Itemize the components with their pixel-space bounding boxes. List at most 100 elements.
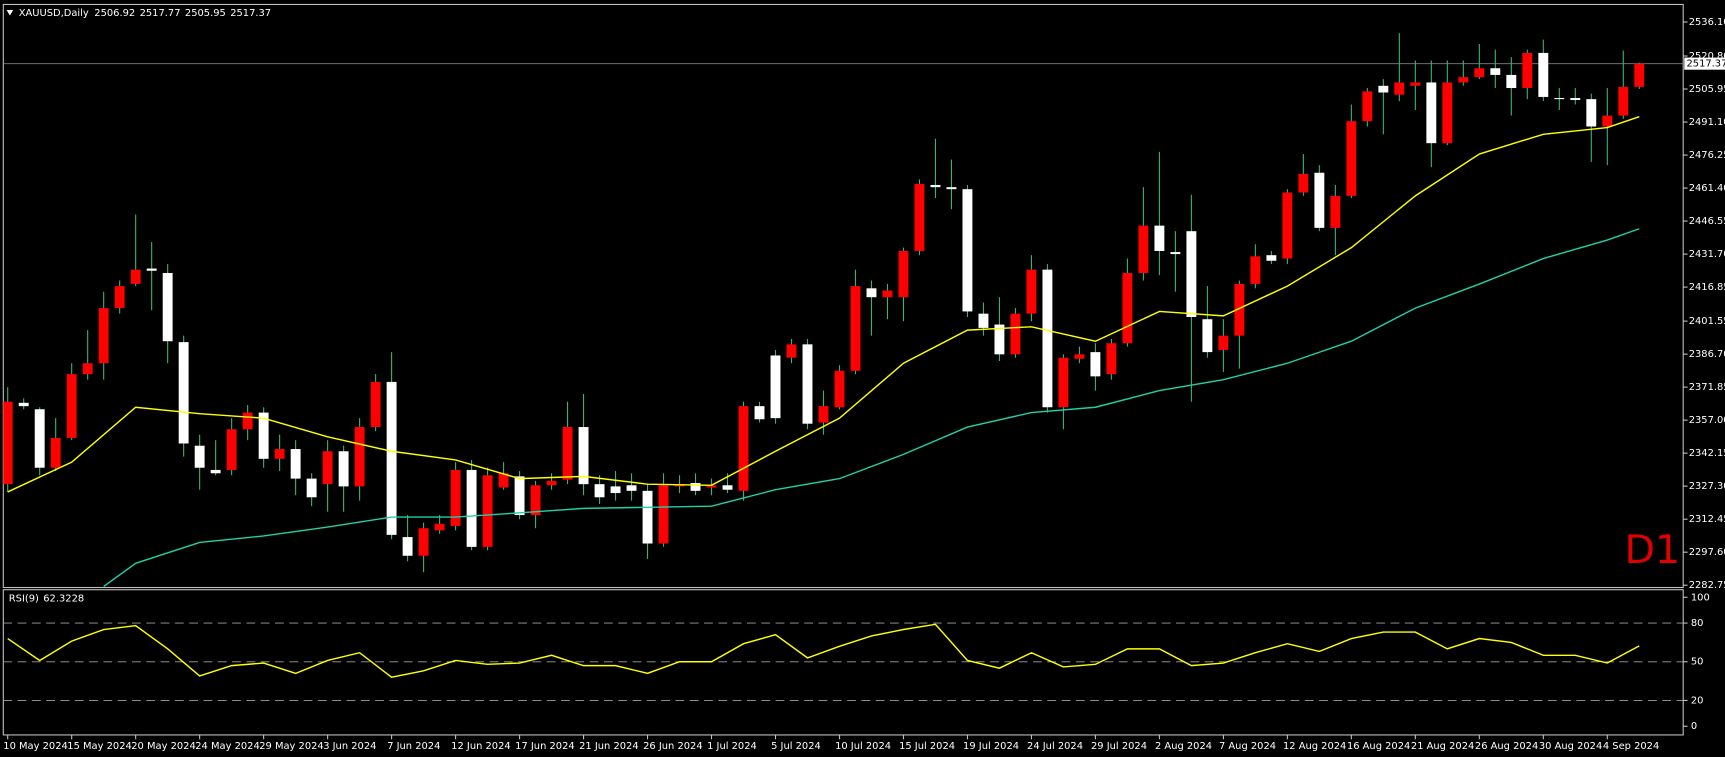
candle-body — [418, 528, 429, 556]
x-tick-label: 3 Jun 2024 — [323, 741, 376, 752]
candle-body — [306, 478, 317, 498]
candle-body — [818, 406, 829, 423]
candle-body — [450, 469, 461, 526]
x-tick-label: 15 Jul 2024 — [899, 741, 955, 752]
candle-body — [1138, 225, 1149, 273]
candle-body — [722, 485, 733, 490]
candle-body — [770, 355, 781, 419]
candle-body — [530, 485, 541, 516]
candle-body — [914, 183, 925, 251]
candle-body — [1298, 173, 1309, 193]
candle-body — [1314, 172, 1325, 228]
candle-body — [1170, 252, 1181, 255]
candle-body — [130, 269, 141, 284]
y-tick-label: 2327.30 — [1689, 481, 1725, 492]
candle-body — [1410, 82, 1421, 86]
candle-body — [754, 406, 765, 420]
x-tick-label: 10 May 2024 — [3, 741, 68, 752]
timeframe-label: D1 — [1625, 527, 1681, 573]
candle-body — [642, 490, 653, 544]
y-tick-label: 2297.60 — [1689, 547, 1725, 558]
candle-body — [610, 486, 621, 494]
y-tick-label: 50 — [1691, 657, 1704, 668]
x-tick-label: 21 Jun 2024 — [579, 741, 639, 752]
candle-body — [1186, 231, 1197, 317]
candle-body — [290, 449, 301, 479]
candle-body — [354, 427, 365, 487]
candle-body — [1442, 82, 1453, 144]
candle-body — [1122, 272, 1133, 344]
candle-body — [802, 344, 813, 424]
candle-body — [978, 313, 989, 328]
candle-body — [1634, 63, 1645, 87]
y-tick-label: 2520.80 — [1689, 51, 1725, 62]
candle-body — [178, 342, 189, 444]
candle-body — [338, 451, 349, 487]
candle-body — [658, 485, 669, 544]
candle-body — [3, 401, 13, 485]
candle-body — [690, 483, 701, 491]
candle-body — [594, 484, 605, 498]
x-tick-label: 1 Jul 2024 — [707, 741, 757, 752]
candle-body — [322, 451, 333, 485]
y-tick-label: 2312.45 — [1689, 514, 1725, 525]
rsi-plot — [3, 622, 1684, 701]
candle-body — [994, 324, 1005, 355]
candle-body — [466, 469, 477, 547]
candle-body — [1266, 255, 1277, 261]
candle-body — [274, 449, 285, 459]
x-tick-label: 12 Aug 2024 — [1283, 741, 1346, 752]
candle-body — [1346, 121, 1357, 196]
candle-body — [1362, 91, 1373, 122]
y-tick-label: 2342.15 — [1689, 448, 1725, 459]
candle-body — [1506, 74, 1517, 89]
candle-body — [514, 476, 525, 516]
candle-body — [1538, 52, 1549, 97]
candle-body — [1282, 192, 1293, 259]
candle-body — [258, 412, 269, 459]
rsi-last: 62.3228 — [43, 594, 84, 605]
last-open: 2506.92 — [94, 8, 135, 19]
main-header: XAUUSD,Daily 2506.92 2517.77 2505.95 2517.37 — [19, 8, 271, 19]
candle-body — [18, 402, 29, 407]
candle-body — [242, 412, 253, 430]
candle-body — [1522, 52, 1533, 89]
candle-body — [706, 485, 717, 488]
last-high: 2517.77 — [140, 8, 181, 19]
last-close: 2517.37 — [230, 8, 271, 19]
candle-body — [1010, 313, 1021, 355]
candle-body — [1586, 99, 1597, 127]
axes: 2536.10 2520.80 2505.95 2491.10 2476.25 2461.… — [3, 17, 1725, 752]
candle-body — [578, 427, 589, 485]
candle-body — [98, 308, 109, 364]
candle-body — [146, 268, 157, 271]
candle-body — [562, 427, 573, 480]
x-tick-label: 29 May 2024 — [259, 741, 324, 752]
candle-body — [210, 469, 221, 474]
y-tick-label: 2357.00 — [1689, 415, 1725, 426]
candle-body — [1474, 68, 1485, 78]
y-tick-label: 0 — [1691, 721, 1697, 732]
candle-body — [546, 480, 557, 486]
candle-body — [1554, 98, 1565, 100]
x-tick-label: 19 Jul 2024 — [963, 741, 1019, 752]
candle-body — [1074, 354, 1085, 359]
y-tick-label: 2371.85 — [1689, 382, 1725, 393]
x-tick-label: 4 Sep 2024 — [1603, 741, 1659, 752]
price-label-box — [1684, 57, 1725, 70]
moving-average — [7, 116, 1640, 493]
x-tick-label: 15 May 2024 — [67, 741, 132, 752]
y-tick-label: 2386.70 — [1689, 349, 1725, 360]
candle-body — [82, 363, 93, 375]
y-tick-label: 20 — [1691, 695, 1704, 706]
x-tick-label: 7 Jun 2024 — [387, 741, 440, 752]
candle-body — [1570, 98, 1581, 101]
candle-body — [882, 290, 893, 298]
x-tick-label: 26 Jun 2024 — [643, 741, 703, 752]
x-tick-label: 30 Aug 2024 — [1539, 741, 1602, 752]
candle-body — [194, 445, 205, 468]
candle-body — [1106, 343, 1117, 375]
candle-body — [1618, 86, 1629, 116]
